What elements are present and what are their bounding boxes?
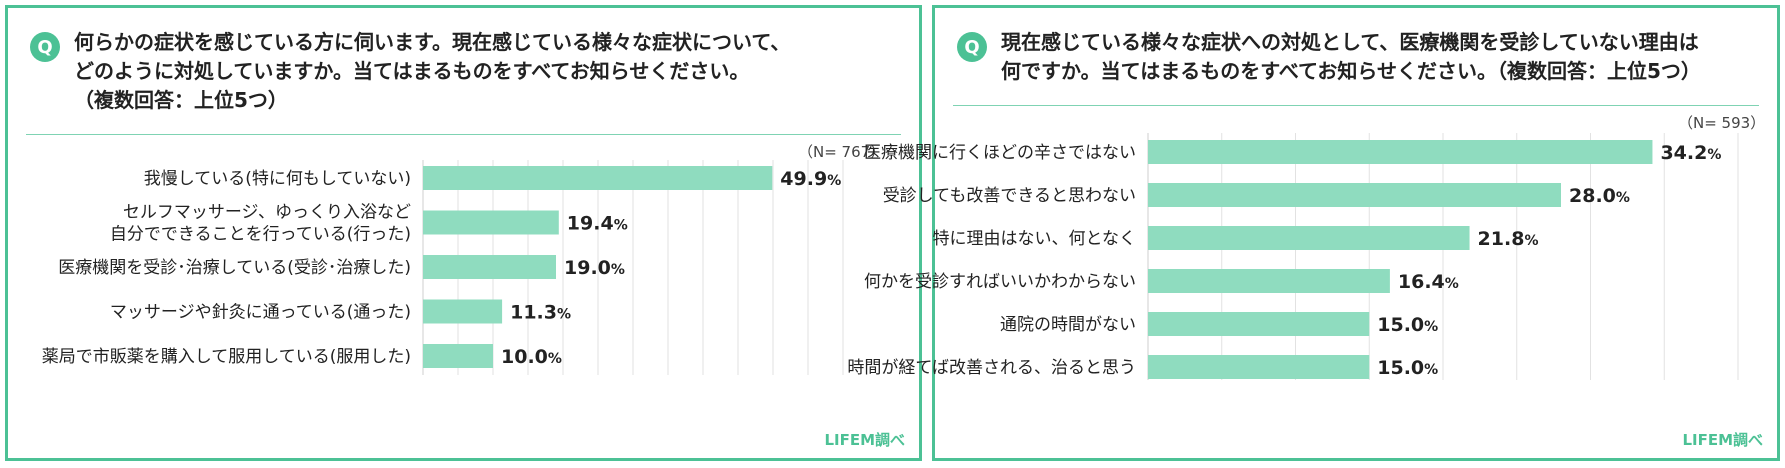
question-badge: Q (30, 32, 60, 62)
value-number: 21.8 (1478, 228, 1525, 250)
source-credit: LIFEM調べ (1682, 431, 1763, 449)
value-label: 19.4% (567, 213, 628, 235)
sample-size: （N= 593） (1678, 114, 1766, 132)
value-unit: % (1424, 362, 1438, 378)
value-number: 19.4 (567, 213, 614, 235)
question-title: 現在感じている様々な症状への対処として、医療機関を受診していない理由は 何ですか… (1001, 30, 1701, 83)
value-label: 10.0% (501, 346, 562, 368)
value-number: 11.3 (510, 302, 557, 324)
value-label: 15.0% (1377, 314, 1438, 336)
value-number: 49.9 (780, 168, 827, 190)
value-number: 16.4 (1398, 271, 1445, 293)
bar (423, 166, 773, 190)
title-divider (26, 134, 901, 135)
value-unit: % (1524, 233, 1538, 249)
value-label: 21.8% (1478, 228, 1539, 250)
value-unit: % (1707, 147, 1721, 163)
category-label: 時間が経てば改善される、治ると思う (847, 358, 1136, 378)
value-number: 15.0 (1377, 314, 1424, 336)
value-unit: % (827, 173, 841, 189)
value-unit: % (1445, 276, 1459, 292)
bar (423, 210, 559, 235)
chart-panel-left: Q 何らかの症状を感じている方に伺います。現在感じている様々な症状について、 ど… (5, 5, 922, 461)
category-label: 特に理由はない、何となく (933, 229, 1137, 249)
value-unit: % (548, 351, 562, 367)
value-unit: % (557, 307, 571, 323)
value-label: 34.2% (1660, 142, 1721, 164)
category-label: 通院の時間がない (1000, 315, 1136, 335)
bar (1148, 312, 1370, 336)
bar (1148, 140, 1653, 164)
chart-panel-right: Q 現在感じている様々な症状への対処として、医療機関を受診していない理由は 何で… (847, 5, 1780, 461)
value-number: 15.0 (1377, 357, 1424, 379)
bar (423, 344, 493, 368)
value-label: 19.0% (564, 257, 625, 279)
value-unit: % (1424, 319, 1438, 335)
question-title: 何らかの症状を感じている方に伺います。現在感じている様々な症状について、 どのよ… (74, 30, 791, 112)
value-label: 16.4% (1398, 271, 1459, 293)
category-label: 何かを受診すればいいかわからない (864, 272, 1136, 292)
title-divider (953, 105, 1759, 106)
bar (423, 299, 503, 324)
value-unit: % (1616, 190, 1630, 206)
bar (1148, 355, 1370, 379)
bar (1148, 183, 1561, 207)
bar-chart-left: 我慢している(特に何もしていない) 49.9% セルフマッサージ、ゆっくり入浴など自… (42, 160, 844, 375)
question-badge: Q (957, 32, 987, 62)
bar (423, 255, 556, 279)
value-label: 49.9% (780, 168, 841, 190)
sample-size: （N= 767） (798, 143, 886, 161)
category-label: 我慢している(特に何もしていない) (144, 168, 411, 189)
category-label: マッサージや針灸に通っている(通った) (110, 303, 411, 323)
value-number: 28.0 (1569, 185, 1616, 207)
category-label: 医療機関に行くほどの辛さではない (864, 143, 1136, 163)
bar (1148, 226, 1470, 250)
value-label: 28.0% (1569, 185, 1630, 207)
value-number: 10.0 (501, 346, 548, 368)
category-label: 医療機関を受診･治療している(受診･治療した) (58, 258, 411, 278)
value-unit: % (614, 218, 628, 234)
value-label: 11.3% (510, 302, 571, 324)
source-credit: LIFEM調べ (824, 431, 905, 449)
bar-chart-right: 医療機関に行くほどの辛さではない 34.2% 受診しても改善できると思わない 28.0… (847, 133, 1739, 380)
value-label: 15.0% (1377, 357, 1438, 379)
value-number: 34.2 (1660, 142, 1707, 164)
bar (1148, 269, 1390, 293)
value-number: 19.0 (564, 257, 611, 279)
category-label: 薬局で市販薬を購入して服用している(服用した) (42, 347, 411, 367)
value-unit: % (611, 262, 625, 278)
category-label: 受診しても改善できると思わない (883, 186, 1136, 206)
category-label: セルフマッサージ、ゆっくり入浴など自分でできることを行っている(行った) (110, 203, 411, 245)
